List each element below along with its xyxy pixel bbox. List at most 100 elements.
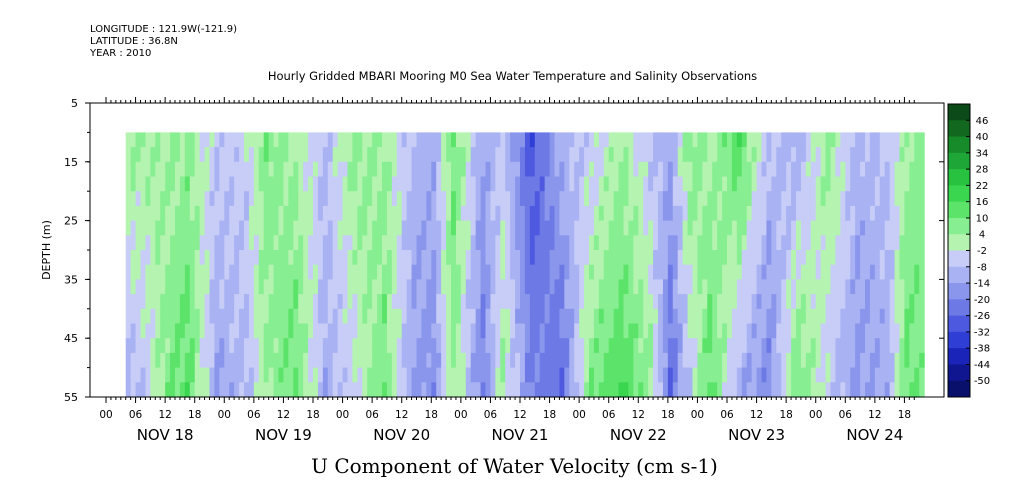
heatmap-cell — [485, 367, 492, 383]
heatmap-cell — [796, 323, 802, 339]
heatmap-cell — [460, 220, 467, 236]
heatmap-cell — [179, 264, 186, 280]
heatmap-cell — [362, 161, 368, 178]
heatmap-cell — [845, 308, 851, 325]
heatmap-cell — [914, 294, 920, 310]
heatmap-cell — [155, 367, 161, 383]
heatmap-cell — [406, 176, 413, 192]
x-tick-label: 06 — [839, 409, 853, 421]
heatmap-cell — [475, 235, 482, 251]
heatmap-cell — [727, 205, 733, 222]
heatmap-cell — [401, 279, 408, 295]
heatmap-cell — [357, 132, 363, 148]
heatmap-cell — [529, 161, 536, 178]
heatmap-cell — [638, 338, 644, 354]
heatmap-cell — [815, 338, 822, 354]
heatmap-cell — [776, 205, 782, 222]
heatmap-cell — [258, 161, 265, 178]
heatmap-cell — [791, 279, 797, 295]
heatmap-cell — [815, 264, 822, 280]
heatmap-cell — [258, 264, 265, 280]
heatmap-cell — [805, 382, 812, 398]
heatmap-cell — [140, 176, 147, 192]
heatmap-cell — [855, 279, 861, 295]
heatmap-cell — [357, 191, 363, 207]
heatmap-cell — [416, 367, 423, 383]
heatmap-cell — [677, 308, 684, 325]
heatmap-cell — [796, 250, 802, 266]
heatmap-cell — [529, 382, 536, 398]
heatmap-cell — [746, 176, 753, 192]
heatmap-cell — [825, 205, 832, 222]
heatmap-cell — [239, 294, 245, 310]
heatmap-cell — [776, 191, 782, 207]
heatmap-cell — [135, 308, 142, 325]
heatmap-cell — [786, 147, 792, 163]
heatmap-cell — [505, 147, 511, 163]
heatmap-cell — [234, 308, 240, 325]
heatmap-cell — [534, 191, 541, 207]
heatmap-cell — [736, 308, 743, 325]
heatmap-cell — [534, 294, 541, 310]
heatmap-cell — [618, 176, 625, 192]
heatmap-cell — [515, 382, 521, 398]
heatmap-cell — [224, 338, 230, 354]
heatmap-cell — [490, 352, 496, 369]
heatmap-cell — [899, 132, 906, 148]
heatmap-cell — [692, 367, 699, 383]
heatmap-cell — [332, 352, 339, 369]
heatmap-cell — [662, 147, 669, 163]
heatmap-cell — [273, 279, 280, 295]
heatmap-cell — [308, 323, 314, 339]
heatmap-cell — [317, 250, 324, 266]
heatmap-cell — [687, 235, 694, 251]
heatmap-cell — [520, 191, 526, 207]
heatmap-cell — [194, 279, 201, 295]
heatmap-cell — [317, 294, 324, 310]
heatmap-cell — [702, 352, 708, 369]
heatmap-cell — [707, 250, 713, 266]
x-tick-label: 12 — [395, 409, 408, 421]
heatmap-cell — [357, 161, 363, 178]
heatmap-cell — [899, 264, 906, 280]
heatmap-cell — [633, 338, 639, 354]
heatmap-cell — [835, 147, 841, 163]
heatmap-cell — [830, 279, 837, 295]
heatmap-cell — [470, 220, 477, 236]
heatmap-cell — [914, 176, 920, 192]
colorbar-swatch — [948, 234, 970, 251]
heatmap-cell — [598, 323, 605, 339]
heatmap-cell — [756, 250, 763, 266]
heatmap-cell — [855, 250, 861, 266]
heatmap-cell — [524, 279, 531, 295]
heatmap-cell — [372, 294, 378, 310]
heatmap-cell — [564, 323, 570, 339]
heatmap-cell — [904, 338, 910, 354]
heatmap-cell — [317, 235, 324, 251]
heatmap-cell — [579, 338, 585, 354]
heatmap-cell — [658, 191, 664, 207]
x-tick-label: 18 — [898, 409, 911, 421]
heatmap-cell — [451, 161, 457, 178]
heatmap-cell — [367, 279, 373, 295]
heatmap-cell — [589, 161, 595, 178]
heatmap-cell — [436, 220, 442, 236]
heatmap-cell — [258, 176, 265, 192]
heatmap-cell — [584, 294, 590, 310]
heatmap-cell — [840, 264, 846, 280]
heatmap-cell — [194, 294, 201, 310]
heatmap-cell — [796, 235, 802, 251]
heatmap-cell — [248, 191, 255, 207]
heatmap-cell — [130, 352, 137, 369]
heatmap-cell — [874, 382, 881, 398]
heatmap-cell — [909, 205, 915, 222]
heatmap-cell — [662, 161, 669, 178]
heatmap-cell — [865, 250, 871, 266]
heatmap-cell — [283, 205, 289, 222]
heatmap-cell — [648, 294, 654, 310]
heatmap-cell — [367, 176, 373, 192]
heatmap-cell — [184, 308, 191, 325]
heatmap-cell — [869, 352, 876, 369]
heatmap-cell — [776, 279, 782, 295]
heatmap-cell — [667, 308, 674, 325]
